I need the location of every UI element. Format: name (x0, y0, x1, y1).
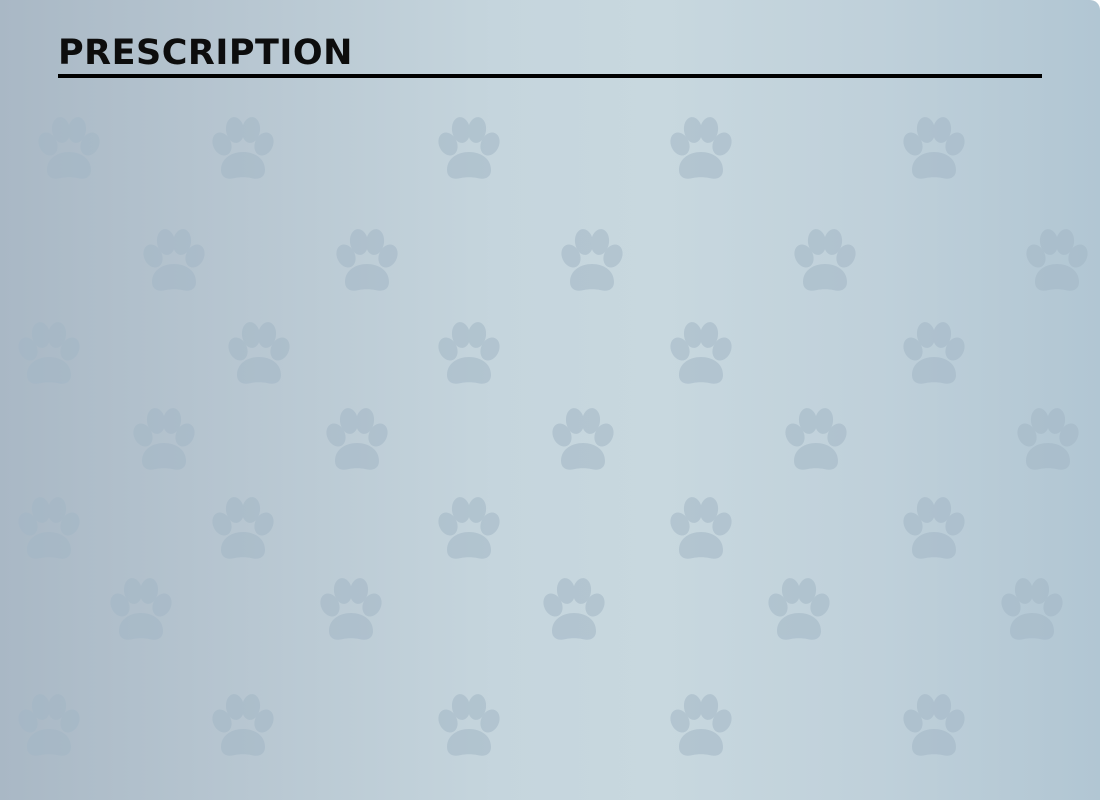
paw-print-icon (666, 692, 736, 756)
paw-print-icon (666, 320, 736, 384)
paw-print-icon (434, 320, 504, 384)
paw-print-icon (322, 406, 392, 470)
paw-print-icon (208, 495, 278, 559)
paw-print-icon (997, 576, 1067, 640)
paw-print-icon (316, 576, 386, 640)
paw-print-icon (539, 576, 609, 640)
paw-print-icon (666, 115, 736, 179)
paw-print-icon (14, 495, 84, 559)
paw-print-icon (208, 692, 278, 756)
title-underline-divider (58, 74, 1042, 78)
paw-print-icon (14, 692, 84, 756)
paw-print-icon (899, 115, 969, 179)
paw-print-icon (899, 692, 969, 756)
paw-print-icon (224, 320, 294, 384)
paw-print-icon (666, 495, 736, 559)
paw-print-icon (557, 227, 627, 291)
paw-print-icon (899, 495, 969, 559)
paw-print-icon (434, 495, 504, 559)
paw-print-icon (764, 576, 834, 640)
paw-print-icon (548, 406, 618, 470)
paw-print-icon (1013, 406, 1083, 470)
paw-print-icon (781, 406, 851, 470)
paw-print-icon (106, 576, 176, 640)
paw-print-icon (790, 227, 860, 291)
page-title: PRESCRIPTION (58, 33, 353, 73)
paw-print-icon (208, 115, 278, 179)
paw-print-icon (34, 115, 104, 179)
paw-print-icon (434, 692, 504, 756)
paw-print-icon (332, 227, 402, 291)
paw-print-icon (899, 320, 969, 384)
paw-print-icon (434, 115, 504, 179)
paw-print-icon (129, 406, 199, 470)
paw-print-icon (1022, 227, 1092, 291)
paw-print-icon (139, 227, 209, 291)
paw-print-icon (14, 320, 84, 384)
